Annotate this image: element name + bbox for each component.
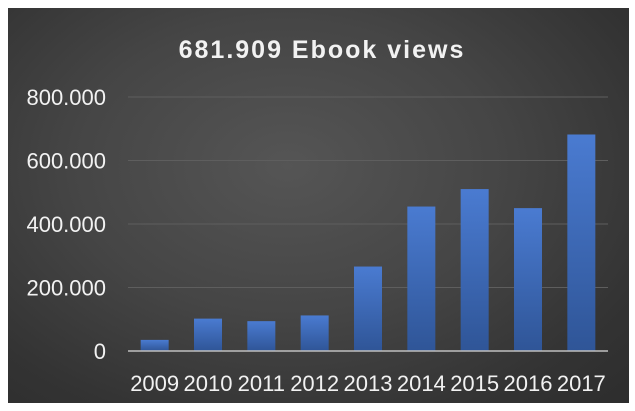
bar bbox=[407, 206, 436, 351]
y-tick-label: 200.000 bbox=[26, 276, 106, 301]
chart-frame: 681.909 Ebook views 0 200.000 400.000 600.0… bbox=[8, 8, 629, 403]
x-tick-label: 2014 bbox=[397, 371, 446, 396]
bar bbox=[460, 189, 489, 351]
bar bbox=[140, 339, 169, 351]
bar bbox=[247, 321, 276, 351]
y-tick-label: 0 bbox=[94, 339, 106, 364]
x-tick-label: 2012 bbox=[290, 371, 339, 396]
bar-chart: 681.909 Ebook views 0 200.000 400.000 600.0… bbox=[26, 36, 608, 396]
bar bbox=[300, 315, 329, 351]
x-tick-label: 2017 bbox=[557, 371, 606, 396]
y-tick-label: 600.000 bbox=[26, 149, 106, 174]
bars bbox=[140, 134, 596, 351]
bar bbox=[194, 318, 222, 351]
x-tick-label: 2011 bbox=[238, 371, 285, 396]
x-tick-label: 2016 bbox=[504, 371, 553, 396]
y-tick-label: 800.000 bbox=[26, 85, 106, 110]
chart-title: 681.909 Ebook views bbox=[179, 36, 466, 64]
x-tick-label: 2010 bbox=[184, 371, 233, 396]
y-tick-label: 400.000 bbox=[26, 212, 106, 237]
x-tick-label: 2013 bbox=[344, 371, 393, 396]
x-tick-label: 2009 bbox=[130, 371, 179, 396]
x-tick-label: 2015 bbox=[450, 371, 499, 396]
bar bbox=[514, 208, 542, 351]
bar bbox=[354, 266, 382, 351]
bar bbox=[567, 134, 596, 351]
